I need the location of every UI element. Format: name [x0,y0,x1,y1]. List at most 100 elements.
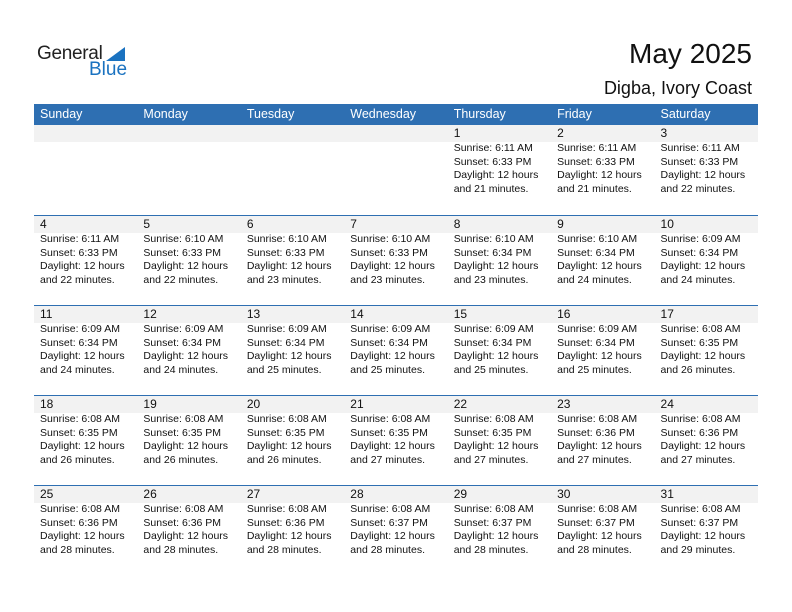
sunrise-text: Sunrise: 6:08 AM [246,503,327,515]
daylight-text: Daylight: 12 hours [660,440,746,452]
sunrise-text: Sunrise: 6:08 AM [660,413,741,425]
daylight-text: Daylight: 12 hours [246,440,332,452]
day-cell: 29 Sunrise: 6:08 AM Sunset: 6:37 PM Dayligh… [448,486,551,575]
daylight-minutes-text: and 25 minutes. [453,363,529,376]
day-cell: 3 Sunrise: 6:11 AM Sunset: 6:33 PM Daylight… [655,125,758,215]
week-row: 11 Sunrise: 6:09 AM Sunset: 6:34 PM Dayligh… [34,305,758,395]
day-number: 11 [40,307,53,321]
day-cell: 31 Sunrise: 6:08 AM Sunset: 6:37 PM Dayligh… [655,486,758,575]
daylight-text: Daylight: 12 hours [453,530,539,542]
day-cell: 1 Sunrise: 6:11 AM Sunset: 6:33 PM Daylight… [448,125,551,215]
page-title: May 2025 [629,38,752,69]
day-number: 18 [40,397,54,411]
sunrise-text: Sunrise: 6:08 AM [246,413,327,425]
daylight-minutes-text: and 24 minutes. [660,273,736,286]
sunrise-text: Sunrise: 6:09 AM [246,323,327,335]
date-band [34,125,758,142]
day-cell: 16 Sunrise: 6:09 AM Sunset: 6:34 PM Dayligh… [551,306,654,395]
daylight-minutes-text: and 25 minutes. [557,363,632,376]
day-number: 31 [660,487,674,501]
day-cell: 28 Sunrise: 6:08 AM Sunset: 6:37 PM Dayligh… [344,486,447,575]
sunset-text: Sunset: 6:37 PM [453,516,532,529]
daylight-minutes-text: and 27 minutes. [660,453,736,466]
daylight-minutes-text: and 27 minutes. [557,453,632,466]
empty-cell [344,125,447,215]
daylight-text: Daylight: 12 hours [557,350,642,362]
day-cell: 8 Sunrise: 6:10 AM Sunset: 6:34 PM Daylight… [448,216,551,305]
sunset-text: Sunset: 6:34 PM [350,336,428,349]
sunrise-text: Sunrise: 6:11 AM [40,233,120,245]
sunset-text: Sunset: 6:34 PM [143,336,222,349]
empty-cell [241,125,344,215]
daylight-minutes-text: and 26 minutes. [660,363,736,376]
sunset-text: Sunset: 6:33 PM [40,246,118,259]
weekday-wednesday: Wednesday [350,107,417,121]
sunrise-text: Sunrise: 6:08 AM [40,503,120,515]
daylight-minutes-text: and 25 minutes. [246,363,322,376]
daylight-text: Daylight: 12 hours [660,260,746,272]
daylight-minutes-text: and 26 minutes. [40,453,115,466]
day-number: 12 [143,307,157,321]
empty-cell [34,125,137,215]
sunrise-text: Sunrise: 6:09 AM [557,323,638,335]
weekday-friday: Friday [557,107,592,121]
day-cell: 30 Sunrise: 6:08 AM Sunset: 6:37 PM Dayligh… [551,486,654,575]
day-cell: 13 Sunrise: 6:09 AM Sunset: 6:34 PM Dayligh… [241,306,344,395]
day-cell: 23 Sunrise: 6:08 AM Sunset: 6:36 PM Dayligh… [551,396,654,485]
day-cell: 12 Sunrise: 6:09 AM Sunset: 6:34 PM Dayligh… [137,306,240,395]
daylight-text: Daylight: 12 hours [557,169,642,181]
weekday-tuesday: Tuesday [246,107,295,121]
sunset-text: Sunset: 6:33 PM [350,246,428,259]
day-cell: 5 Sunrise: 6:10 AM Sunset: 6:33 PM Daylight… [137,216,240,305]
sunset-text: Sunset: 6:34 PM [660,246,739,259]
day-cell: 24 Sunrise: 6:08 AM Sunset: 6:36 PM Dayligh… [655,396,758,485]
weekday-monday: Monday [143,107,188,121]
sunrise-text: Sunrise: 6:08 AM [143,503,224,515]
daylight-minutes-text: and 22 minutes. [143,273,219,286]
sunrise-text: Sunrise: 6:09 AM [40,323,120,335]
daylight-minutes-text: and 24 minutes. [143,363,219,376]
day-number: 25 [40,487,54,501]
sunset-text: Sunset: 6:33 PM [660,155,739,168]
daylight-text: Daylight: 12 hours [350,440,435,452]
sunrise-text: Sunrise: 6:11 AM [453,142,533,154]
day-cell: 10 Sunrise: 6:09 AM Sunset: 6:34 PM Dayligh… [655,216,758,305]
daylight-text: Daylight: 12 hours [40,350,125,362]
sunset-text: Sunset: 6:36 PM [246,516,325,529]
sunset-text: Sunset: 6:35 PM [350,426,428,439]
sunset-text: Sunset: 6:34 PM [453,246,532,259]
daylight-text: Daylight: 12 hours [40,260,125,272]
day-number: 20 [246,397,261,411]
daylight-text: Daylight: 12 hours [557,440,642,452]
daylight-text: Daylight: 12 hours [143,440,229,452]
weekday-header: Sunday Monday Tuesday Wednesday Thursday Frid… [34,104,758,125]
weekday-sunday: Sunday [40,107,83,121]
daylight-minutes-text: and 21 minutes. [557,182,632,195]
daylight-minutes-text: and 23 minutes. [246,273,322,286]
week-row: 1 Sunrise: 6:11 AM Sunset: 6:33 PM Daylight… [34,125,758,215]
day-cell: 15 Sunrise: 6:09 AM Sunset: 6:34 PM Dayligh… [448,306,551,395]
week-row: 4 Sunrise: 6:11 AM Sunset: 6:33 PM Daylight… [34,215,758,305]
day-cell: 27 Sunrise: 6:08 AM Sunset: 6:36 PM Dayligh… [241,486,344,575]
sunset-text: Sunset: 6:36 PM [40,516,118,529]
day-cell: 6 Sunrise: 6:10 AM Sunset: 6:33 PM Daylight… [241,216,344,305]
day-cell: 17 Sunrise: 6:08 AM Sunset: 6:35 PM Dayligh… [655,306,758,395]
day-number: 16 [557,307,571,321]
sunrise-text: Sunrise: 6:08 AM [350,503,431,515]
sunrise-text: Sunrise: 6:08 AM [660,323,741,335]
sunset-text: Sunset: 6:37 PM [557,516,635,529]
sunrise-text: Sunrise: 6:08 AM [40,413,120,425]
daylight-text: Daylight: 12 hours [40,440,125,452]
daylight-minutes-text: and 27 minutes. [350,453,425,466]
day-number: 27 [246,487,261,501]
daylight-text: Daylight: 12 hours [557,530,642,542]
day-number: 13 [246,307,261,321]
day-number: 10 [660,217,674,231]
daylight-text: Daylight: 12 hours [350,530,435,542]
date-band [34,396,758,413]
day-cell: 11 Sunrise: 6:09 AM Sunset: 6:34 PM Dayligh… [34,306,137,395]
location: Digba, Ivory Coast [603,78,752,98]
daylight-text: Daylight: 12 hours [660,350,746,362]
weekday-saturday: Saturday [660,107,711,121]
